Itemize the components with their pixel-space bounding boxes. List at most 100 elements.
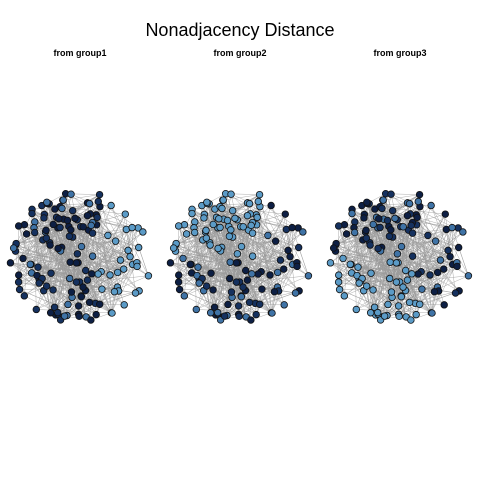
network-node [174, 278, 183, 286]
network-node [253, 213, 261, 222]
network-node [391, 214, 399, 223]
network-node [42, 234, 51, 242]
network-node [232, 278, 241, 286]
network-node [366, 241, 374, 249]
network-node [139, 228, 147, 236]
network-node [134, 243, 143, 252]
network-node [120, 265, 128, 273]
network-node [202, 282, 211, 290]
network-node [225, 274, 234, 283]
network-edge [131, 227, 149, 276]
network-node [401, 266, 410, 275]
network-edge [57, 227, 70, 279]
network-node [26, 260, 34, 269]
network-node [203, 198, 211, 207]
network-node [79, 283, 87, 291]
network-node [40, 214, 48, 222]
network-edge [24, 262, 71, 297]
network-edge [342, 217, 365, 259]
network-node [34, 263, 42, 271]
network-node [270, 288, 279, 296]
network-node [206, 309, 215, 317]
network-node [121, 210, 129, 218]
network-node [248, 270, 256, 278]
network-node [180, 292, 189, 300]
network-node [366, 309, 375, 317]
network-edge [175, 213, 193, 244]
network-edge [36, 273, 92, 276]
network-node [65, 274, 74, 283]
network-node [68, 206, 77, 215]
network-node [273, 268, 282, 277]
network-node [383, 216, 392, 225]
network-node [98, 285, 106, 293]
network-node [14, 222, 23, 230]
network-node [218, 204, 226, 213]
network-node [451, 289, 460, 297]
network-node [73, 250, 82, 258]
network-edge [401, 246, 438, 288]
network-node [227, 288, 236, 296]
network-node [408, 270, 416, 278]
network-node [326, 259, 335, 267]
network-edge [15, 213, 33, 244]
network-edge [193, 203, 250, 228]
network-node [375, 215, 383, 223]
network-node [441, 210, 449, 218]
network-node [370, 303, 379, 311]
network-edge [251, 241, 276, 275]
network-node [210, 303, 219, 311]
network-node [237, 293, 246, 301]
network-edge [98, 201, 133, 265]
network-edge [370, 286, 438, 313]
network-edge [241, 246, 278, 288]
network-edge [175, 251, 179, 276]
network-node [256, 300, 264, 308]
network-node [399, 283, 407, 291]
network-node [226, 258, 234, 266]
network-node [448, 223, 456, 232]
network-node [206, 241, 214, 249]
network-node [430, 288, 439, 296]
network-node [239, 283, 247, 291]
network-node [166, 259, 175, 267]
network-node [248, 252, 257, 260]
network-node [15, 285, 24, 294]
network-node [413, 213, 421, 222]
network-node [88, 252, 97, 260]
network-node [440, 265, 448, 273]
network-node [58, 204, 66, 213]
network-node [42, 226, 50, 235]
network-node [408, 252, 417, 260]
network-edge [184, 262, 231, 297]
network-node [243, 211, 252, 220]
network-node [342, 230, 351, 238]
network-node [195, 279, 203, 287]
network-node [133, 262, 141, 271]
network-node [209, 220, 217, 229]
network-node [49, 220, 57, 229]
network-node [280, 301, 288, 309]
network-edge [377, 227, 390, 279]
network-node [72, 259, 81, 267]
network-node [77, 293, 86, 301]
network-node [56, 223, 64, 232]
network-node [258, 285, 266, 293]
network-node [362, 234, 371, 242]
network-node [405, 298, 414, 307]
network-node [88, 229, 97, 237]
network-node [267, 201, 275, 210]
network-node [403, 276, 412, 284]
network-node [110, 288, 119, 296]
network-node [64, 300, 72, 309]
network-node [395, 312, 403, 320]
network-node [83, 276, 92, 284]
network-edge [291, 227, 309, 276]
network-node [363, 198, 371, 207]
network-node [131, 289, 140, 297]
network-node [54, 244, 62, 253]
network-node [14, 278, 23, 286]
network-node [414, 197, 422, 206]
network-node [67, 190, 75, 198]
network-edge [99, 206, 113, 314]
